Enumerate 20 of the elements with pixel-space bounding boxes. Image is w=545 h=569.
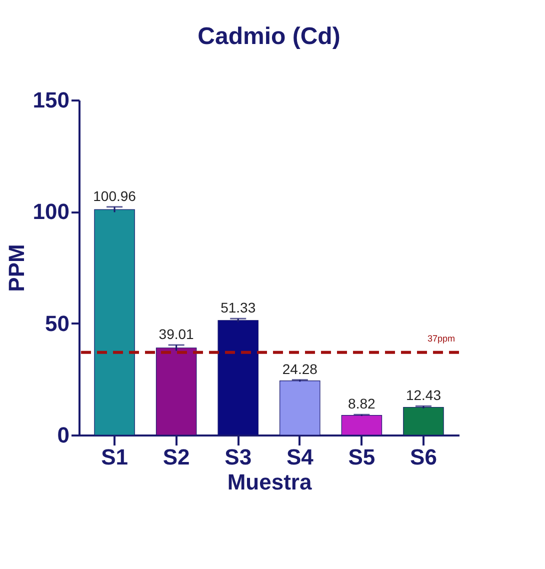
data-label: 24.28	[282, 360, 318, 377]
x-tick-label: S2	[162, 444, 190, 470]
x-tick-label: S1	[101, 444, 128, 470]
y-tick-label: 150	[32, 88, 70, 112]
ref-line-label: 37ppm	[427, 333, 455, 344]
x-tick-label: S5	[348, 444, 376, 470]
x-tick-label: S6	[410, 444, 437, 470]
y-tick-label: 50	[45, 310, 70, 336]
data-label: 100.96	[93, 188, 136, 204]
x-axis-title: Muestra	[227, 470, 312, 494]
x-tick-label: S4	[286, 444, 314, 470]
data-label: 51.33	[220, 300, 256, 316]
data-label: 39.01	[158, 326, 194, 342]
y-tick-label: 100	[32, 199, 70, 224]
y-axis-title: PPM	[4, 244, 29, 292]
y-tick-label: 0	[57, 422, 70, 448]
data-label: 8.82	[348, 396, 376, 412]
chart-title: Cadmio (Cd)	[198, 23, 340, 50]
x-tick-label: S3	[224, 444, 252, 470]
data-label: 12.43	[406, 387, 442, 404]
